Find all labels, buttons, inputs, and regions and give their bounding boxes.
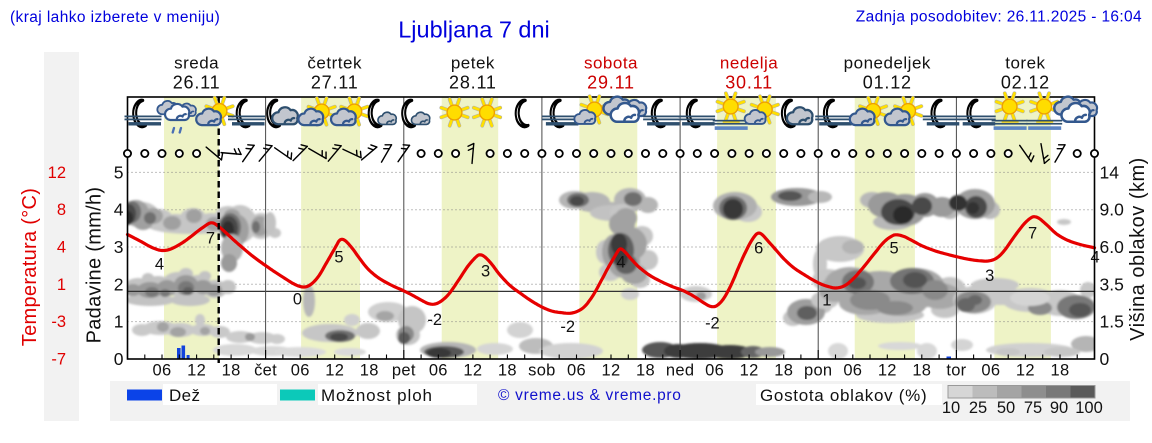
- svg-text:pet: pet: [392, 362, 416, 380]
- svg-text:18: 18: [360, 362, 379, 380]
- svg-text:5: 5: [334, 249, 343, 267]
- svg-text:06: 06: [843, 362, 862, 380]
- svg-text:12: 12: [740, 362, 759, 380]
- svg-text:Gostota oblakov (%): Gostota oblakov (%): [760, 386, 927, 405]
- svg-text:1.5: 1.5: [1100, 312, 1124, 332]
- svg-text:9.0: 9.0: [1100, 200, 1125, 220]
- svg-text:2: 2: [114, 274, 124, 294]
- svg-text:1: 1: [822, 292, 831, 310]
- svg-text:8: 8: [57, 201, 66, 219]
- svg-text:6: 6: [754, 240, 763, 258]
- svg-text:12: 12: [187, 362, 206, 380]
- svg-text:čet: čet: [254, 362, 277, 380]
- svg-text:7: 7: [1028, 224, 1037, 242]
- svg-text:3.5: 3.5: [1100, 274, 1124, 294]
- svg-text:06: 06: [981, 362, 1000, 380]
- svg-text:-7: -7: [51, 350, 66, 368]
- svg-text:14: 14: [1100, 162, 1120, 182]
- svg-text:sreda: sreda: [174, 54, 219, 73]
- svg-text:0: 0: [1100, 349, 1110, 369]
- svg-text:-2: -2: [560, 318, 575, 336]
- svg-text:12: 12: [602, 362, 621, 380]
- svg-text:1: 1: [57, 276, 66, 294]
- svg-text:50: 50: [997, 399, 1015, 417]
- svg-text:02.12: 02.12: [1001, 73, 1050, 93]
- svg-text:Ljubljana 7 dni: Ljubljana 7 dni: [398, 17, 550, 43]
- svg-text:26.11: 26.11: [173, 73, 221, 93]
- svg-text:tor: tor: [946, 362, 966, 380]
- svg-text:06: 06: [429, 362, 448, 380]
- svg-text:06: 06: [291, 362, 310, 380]
- svg-text:4: 4: [114, 200, 124, 220]
- svg-text:3: 3: [114, 237, 124, 257]
- svg-text:12: 12: [325, 362, 344, 380]
- svg-text:torek: torek: [1005, 54, 1045, 73]
- svg-text:29.11: 29.11: [587, 73, 635, 93]
- svg-text:-3: -3: [51, 313, 66, 331]
- svg-text:(kraj lahko izberete v meniju): (kraj lahko izberete v meniju): [10, 9, 220, 26]
- svg-text:18: 18: [636, 362, 655, 380]
- svg-text:75: 75: [1024, 399, 1042, 417]
- svg-text:06: 06: [567, 362, 586, 380]
- svg-text:12: 12: [1016, 362, 1035, 380]
- svg-text:-2: -2: [705, 315, 720, 333]
- svg-text:petek: petek: [451, 54, 495, 73]
- svg-text:Dež: Dež: [169, 386, 200, 405]
- svg-text:ponedeljek: ponedeljek: [844, 54, 931, 73]
- svg-text:Padavine (mm/h): Padavine (mm/h): [84, 187, 106, 344]
- svg-text:5: 5: [114, 162, 124, 182]
- svg-text:18: 18: [912, 362, 931, 380]
- svg-text:4: 4: [616, 253, 625, 271]
- svg-text:7: 7: [206, 230, 215, 248]
- svg-text:3: 3: [985, 267, 994, 285]
- svg-text:sobota: sobota: [584, 54, 638, 73]
- svg-text:četrtek: četrtek: [307, 54, 362, 73]
- svg-text:01.12: 01.12: [863, 73, 912, 93]
- svg-text:3: 3: [481, 263, 490, 281]
- svg-text:18: 18: [498, 362, 517, 380]
- svg-text:30.11: 30.11: [725, 73, 773, 93]
- svg-text:pon: pon: [804, 362, 832, 380]
- svg-text:6.0: 6.0: [1100, 237, 1125, 257]
- svg-text:sob: sob: [528, 362, 556, 380]
- svg-text:0: 0: [114, 349, 124, 369]
- svg-text:12: 12: [878, 362, 897, 380]
- svg-text:Možnost ploh: Možnost ploh: [321, 386, 433, 405]
- svg-text:-2: -2: [427, 311, 442, 329]
- svg-text:27.11: 27.11: [311, 73, 359, 93]
- svg-text:5: 5: [890, 240, 899, 258]
- svg-text:0: 0: [293, 291, 302, 309]
- svg-text:© vreme.us & vreme.pro: © vreme.us & vreme.pro: [498, 387, 682, 404]
- svg-text:18: 18: [222, 362, 241, 380]
- svg-text:90: 90: [1050, 399, 1068, 417]
- svg-text:1: 1: [114, 312, 124, 332]
- svg-text:ned: ned: [666, 362, 694, 380]
- svg-text:06: 06: [705, 362, 724, 380]
- svg-text:12: 12: [48, 164, 66, 182]
- svg-text:10: 10: [942, 399, 960, 417]
- svg-text:Temperatura (°C): Temperatura (°C): [19, 188, 41, 346]
- svg-text:Zadnja posodobitev: 26.11.2025: Zadnja posodobitev: 26.11.2025 - 16:04: [856, 9, 1142, 26]
- svg-text:4: 4: [57, 239, 66, 257]
- svg-text:28.11: 28.11: [449, 73, 497, 93]
- svg-text:100: 100: [1075, 399, 1103, 417]
- svg-text:18: 18: [774, 362, 793, 380]
- svg-text:06: 06: [153, 362, 172, 380]
- svg-text:25: 25: [969, 399, 987, 417]
- svg-text:12: 12: [463, 362, 482, 380]
- svg-text:Višina oblakov (km): Višina oblakov (km): [1127, 157, 1149, 341]
- svg-text:18: 18: [1051, 362, 1070, 380]
- svg-text:4: 4: [155, 256, 164, 274]
- svg-text:nedelja: nedelja: [720, 54, 778, 73]
